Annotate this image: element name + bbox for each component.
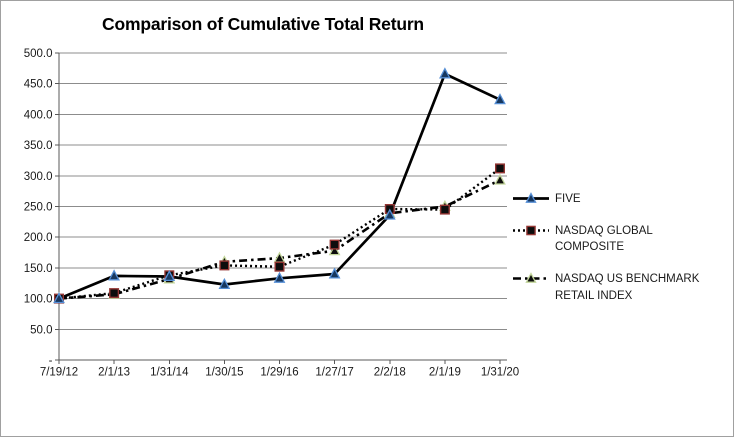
x-tick-label: 7/19/12 [40,367,78,379]
triangle-marker-icon [328,267,341,279]
y-tick-label: 400.0 [24,109,53,121]
square-marker-icon [495,163,506,174]
nasdaq-us-benchmark-retail-index-series-sample-icon [513,272,549,283]
series-line-nasdaq-global-composite [58,167,501,300]
series-markers-nasdaq-us-benchmark-retail-index [53,173,506,304]
triangle-marker-icon [525,192,537,203]
legend-item-nasdaq-us-benchmark-retail-index: NASDAQ US BENCHMARK RETAIL INDEX [512,271,730,304]
y-tick-label: 300.0 [24,171,53,183]
legend-item-nasdaq-global-composite: NASDAQ GLOBAL COMPOSITE [512,223,730,256]
triangle-marker-icon [218,277,231,290]
y-tick-label: 200.0 [24,232,53,244]
series-markers-five [53,67,506,304]
y-tick-label: 150.0 [24,263,53,275]
legend-item-five: FIVE [512,191,730,208]
triangle-marker-icon [273,271,286,283]
triangle-marker-icon [494,173,506,185]
square-marker-icon [439,204,450,215]
x-tick-label: 1/30/15 [205,367,243,379]
square-marker-icon [274,261,285,272]
legend: FIVE NASDAQ GLOBAL COMPOSITE NASDAQ US B… [512,191,730,304]
x-tick-label: 1/29/16 [260,367,298,379]
x-tick-label: 1/31/14 [150,367,189,379]
triangle-marker-icon [328,244,341,256]
triangle-marker-icon [494,93,506,105]
chart-title: Comparison of Cumulative Total Return [102,14,424,34]
y-tick-label: 50.0 [30,324,52,336]
triangle-marker-icon [383,208,396,220]
legend-label-five: FIVE [555,193,581,205]
triangle-marker-icon [163,269,176,282]
x-tick-label: 2/2/18 [374,367,406,379]
y-tick-label: 250.0 [24,202,53,214]
y-tick-label: 350.0 [24,140,53,152]
legend-label-nasdaq-global-composite: NASDAQ GLOBAL COMPOSITE [555,224,653,254]
five-series-sample-icon [513,192,549,203]
x-tick-label: 2/1/19 [429,367,461,379]
x-tick-label: 2/1/13 [98,367,130,379]
y-tick-label: 100.0 [24,294,53,306]
y-tick-label: 450.0 [24,79,53,91]
triangle-marker-icon [439,67,451,79]
axes [55,52,507,364]
triangle-marker-icon [53,292,65,304]
gridlines [59,52,507,330]
square-marker-icon [219,260,230,271]
y-tick-label: - [49,355,53,367]
x-tick-label: 1/31/20 [481,367,519,379]
x-axis-labels: 7/19/12 2/1/13 1/31/14 1/30/15 1/29/16 1/27/1… [40,367,519,379]
y-tick-label: 500.0 [24,48,53,60]
square-marker-icon [526,225,536,235]
nasdaq-global-composite-series-sample-icon [513,225,549,235]
y-axis-labels: 500.0 450.0 400.0 350.0 300.0 250.0 200.0 150.0… [24,48,53,367]
triangle-marker-icon [525,272,537,283]
square-marker-icon [329,239,340,250]
square-marker-icon [109,288,120,299]
x-tick-label: 1/27/17 [315,367,353,379]
legend-label-nasdaq-us-benchmark-retail-index: NASDAQ US BENCHMARK RETAIL INDEX [555,273,700,302]
triangle-marker-icon [108,269,120,281]
